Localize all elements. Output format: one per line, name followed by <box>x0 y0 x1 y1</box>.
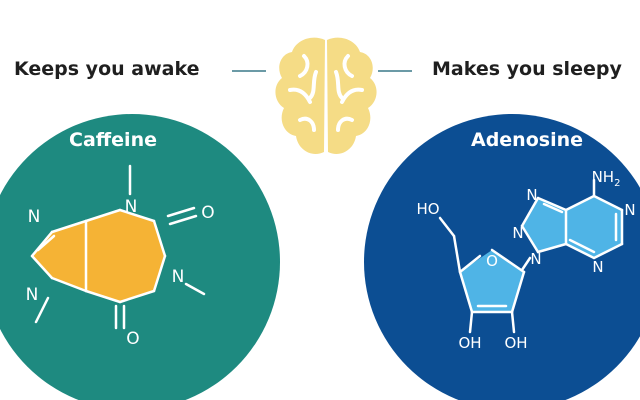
brain-icon <box>275 37 377 155</box>
caffeine-atom-n-right: N <box>172 267 185 287</box>
adenosine-atom-ho: HO <box>416 200 439 218</box>
left-connector-line <box>232 70 266 72</box>
caffeine-hexagon-fill <box>86 210 165 302</box>
adenosine-ribose-fill <box>460 250 524 312</box>
adenosine-pentagon-fill <box>522 198 566 252</box>
makes-sleepy-label: Makes you sleepy <box>432 58 622 80</box>
adenosine-atom-n-e: N <box>592 258 603 276</box>
adenosine-atom-n-a: N <box>526 186 537 204</box>
caffeine-circle <box>0 114 280 400</box>
adenosine-atom-n-d: N <box>530 250 541 268</box>
adenosine-atom-n-c: N <box>512 224 523 242</box>
adenosine-atom-oh-right: OH <box>504 334 527 352</box>
adenosine-atom-o-ring: O <box>486 252 498 270</box>
caffeine-atom-n-top: N <box>125 197 138 217</box>
keeps-awake-label: Keeps you awake <box>14 58 200 80</box>
adenosine-hexagon-fill <box>566 196 622 258</box>
adenosine-atom-nh: NH2 <box>592 168 621 189</box>
caffeine-pentagon-fill <box>32 221 86 291</box>
caffeine-atom-o-right: O <box>201 203 214 223</box>
caffeine-atom-n-left-bottom: N <box>26 285 39 305</box>
caffeine-title: Caffeine <box>69 129 157 151</box>
adenosine-circle <box>364 114 640 400</box>
adenosine-atom-oh-left: OH <box>458 334 481 352</box>
adenosine-atom-n-b: N <box>624 201 635 219</box>
right-connector-line <box>378 70 412 72</box>
caffeine-atom-o-bottom: O <box>126 329 139 349</box>
caffeine-atom-n-left-top: N <box>28 207 41 227</box>
adenosine-title: Adenosine <box>471 129 583 151</box>
